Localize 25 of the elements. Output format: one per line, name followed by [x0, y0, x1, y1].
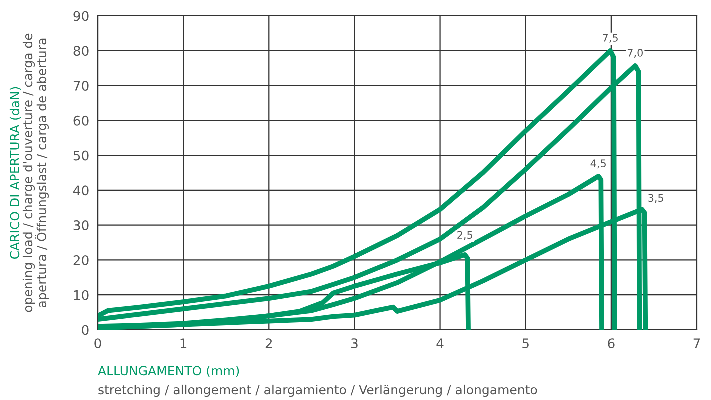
annotation: 7,0 [628, 49, 643, 58]
y-tick-label: 90 [74, 11, 89, 22]
annotation: 7,5 [603, 34, 618, 43]
y-tick-label: 10 [74, 290, 89, 300]
y-tick-label: 20 [74, 255, 89, 266]
x-tick-label: 2 [266, 338, 272, 348]
y-tick-label: 0 [82, 325, 89, 336]
x-tick-label: 4 [436, 338, 444, 348]
x-tick-label: 7 [694, 338, 700, 348]
y-tick-label: 40 [74, 186, 89, 196]
y-axis-title: CARICO DI APERTURA (daN) opening load / charge d'ouverture / carga de apertura / Öffnungslast / carga de abertura [10, 34, 49, 312]
annotation: 2,5 [458, 231, 472, 240]
y-tick-label: 30 [74, 220, 89, 231]
y-tick-label: 80 [74, 46, 89, 56]
annotation: 3,5 [648, 194, 664, 204]
x-axis-title: ALLUNGAMENTO (mm) stretching / allongement / alargamiento / Verlängerung / alongamento [98, 366, 538, 398]
y-tick-label: 60 [74, 116, 89, 126]
x-tick-label: 3 [352, 338, 358, 349]
y-tick-label: 70 [74, 81, 89, 91]
x-tick-label: 1 [180, 338, 187, 348]
x-tick-label: 0 [94, 338, 102, 349]
y-tick-label: 50 [74, 150, 89, 161]
x-tick-label: 6 [608, 338, 615, 349]
x-tick-label: 5 [522, 338, 529, 349]
annotation: 4,5 [590, 160, 606, 169]
